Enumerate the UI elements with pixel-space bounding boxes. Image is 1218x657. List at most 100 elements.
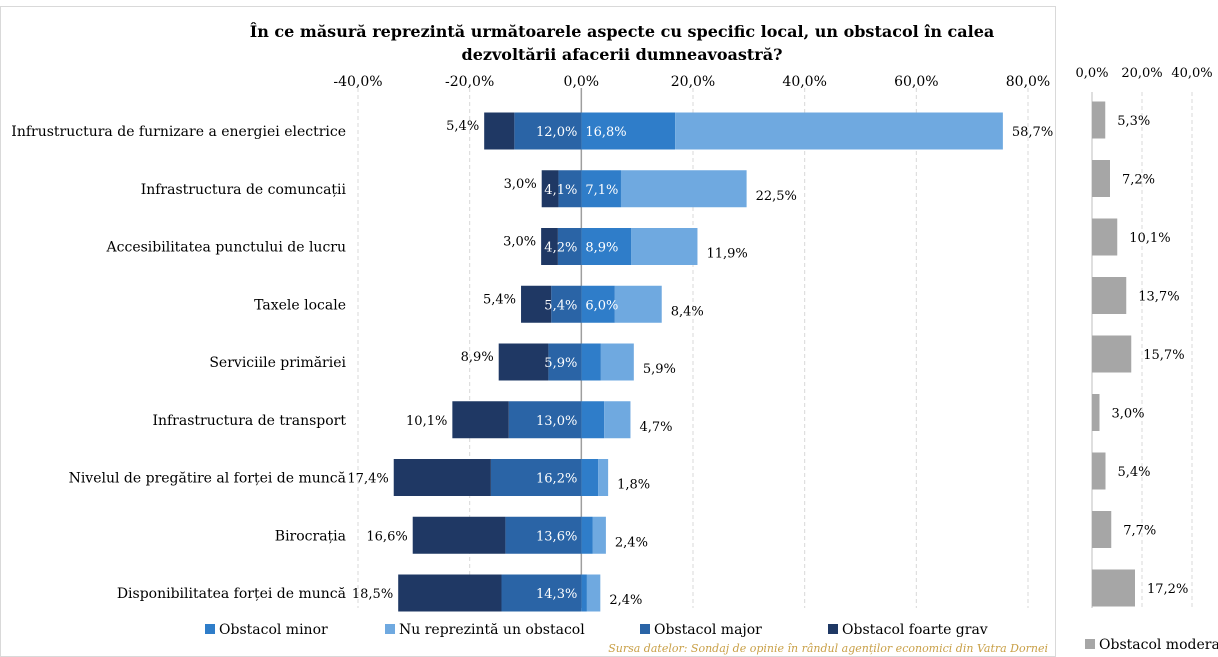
side-x-axis-ticks: 0,0% 20,0% 40,0% [1075, 66, 1212, 81]
bar-obstacol-foarte-grav [452, 401, 509, 439]
data-label-moderat: 3,0% [1112, 407, 1145, 422]
bar-obstacol-major [490, 459, 582, 496]
data-label-none: 4,7% [639, 420, 672, 435]
x-tick-label: -20,0% [445, 74, 494, 90]
data-label-major: 5,9% [544, 356, 577, 371]
legend-label: Nu reprezintă un obstacol [399, 622, 585, 638]
category-label: Infrastructura de comuncații [141, 182, 347, 198]
data-label-foarte-grav: 3,0% [503, 235, 536, 250]
bar-obstacol-major [558, 170, 582, 208]
bar-obstacol-minor [581, 401, 605, 439]
bar-obstacol-minor [581, 228, 632, 265]
category-label: Taxele locale [254, 297, 346, 313]
data-label-minor: 6,0% [585, 298, 618, 313]
bar-obstacol-major [557, 228, 582, 265]
legend-swatch [640, 624, 650, 634]
legend-swatch [385, 624, 395, 634]
side-x-tick-label: 20,0% [1121, 66, 1162, 81]
bar-obstacol-minor [581, 343, 601, 381]
bar-obstacol-foarte-grav [484, 112, 515, 150]
bar-obstacol-moderat [1092, 511, 1112, 548]
bar-obstacol-foarte-grav [521, 285, 552, 323]
x-tick-label: 20,0% [671, 74, 715, 90]
bar-nu-reprezinta-un-obstacol [598, 459, 609, 496]
category-label: Nivelul de pregătire al forței de muncă [69, 471, 346, 487]
data-label-major: 4,2% [544, 241, 577, 256]
data-label-moderat: 13,7% [1138, 290, 1179, 305]
data-label-foarte-grav: 16,6% [366, 529, 407, 544]
bar-obstacol-moderat [1092, 277, 1127, 314]
bar-nu-reprezinta-un-obstacol [675, 112, 1003, 150]
data-label-minor: 7,1% [585, 183, 618, 198]
bar-obstacol-moderat [1092, 160, 1110, 197]
bar-obstacol-major [514, 112, 582, 150]
x-tick-label: 60,0% [894, 74, 938, 90]
side-data-labels: 5,3% 7,2% 10,1% 13,7% 15,7% 3,0% 5,4% 7,7% 17,2% [1112, 114, 1189, 597]
bar-obstacol-moderat [1092, 569, 1135, 607]
legend-swatch [205, 624, 215, 634]
bar-obstacol-foarte-grav [541, 170, 559, 208]
legend-label: Obstacol major [654, 622, 762, 638]
data-label-moderat: 10,1% [1129, 231, 1170, 246]
bar-obstacol-foarte-grav [498, 343, 549, 381]
bar-obstacol-minor [581, 285, 615, 323]
bar-obstacol-minor [581, 170, 621, 208]
bar-obstacol-minor [581, 516, 593, 554]
data-label-none: 22,5% [756, 189, 797, 204]
legend-label: Obstacol foarte grav [842, 622, 988, 638]
category-label: Infrastructura de transport [152, 413, 346, 429]
bar-obstacol-minor [581, 574, 587, 612]
bar-obstacol-foarte-grav [541, 228, 558, 265]
bar-obstacol-moderat [1092, 335, 1132, 373]
bar-nu-reprezinta-un-obstacol [620, 170, 747, 208]
bar-obstacol-moderat [1092, 218, 1118, 256]
data-label-none: 1,8% [617, 478, 650, 493]
category-label: Disponibilitatea forței de muncă [117, 586, 346, 602]
bar-obstacol-major [508, 401, 582, 439]
data-label-major: 5,4% [544, 298, 577, 313]
bar-obstacol-moderat [1092, 452, 1106, 490]
main-data-labels: 16,8% 58,7% 12,0% 5,4% 7,1% 22,5% 4,1% 3,0% 8,9%… [347, 119, 1053, 608]
x-tick-label: 40,0% [782, 74, 826, 90]
legend-label: Obstacol minor [219, 622, 328, 638]
data-label-minor: 16,8% [585, 125, 626, 140]
data-label-foarte-grav: 3,0% [504, 177, 537, 192]
data-label-major: 16,2% [536, 472, 577, 487]
data-label-foarte-grav: 5,4% [446, 119, 479, 134]
data-label-major: 4,1% [544, 183, 577, 198]
side-moderate-chart: 0,0% 20,0% 40,0% 5,3% 7,2% 10,1% 13,7% 15,7% 3,… [1075, 66, 1218, 653]
bar-obstacol-minor [581, 459, 599, 496]
category-label: Infrustructura de furnizare a energiei e… [11, 124, 346, 140]
data-label-moderat: 7,7% [1123, 524, 1156, 539]
data-label-major: 12,0% [536, 125, 577, 140]
data-label-none: 2,4% [609, 593, 642, 608]
bar-obstacol-foarte-grav [398, 574, 502, 612]
data-label-minor: 8,9% [585, 241, 618, 256]
bar-nu-reprezinta-un-obstacol [631, 228, 698, 265]
data-label-major: 13,0% [536, 414, 577, 429]
category-label: Serviciile primăriei [209, 355, 346, 371]
data-label-major: 13,6% [536, 529, 577, 544]
side-x-tick-label: 0,0% [1075, 66, 1108, 81]
bar-obstacol-foarte-grav [412, 516, 506, 554]
main-x-axis-ticks: -40,0% -20,0% 0,0% 20,0% 40,0% 60,0% 80,0% [333, 74, 1050, 90]
main-bars [393, 112, 1003, 612]
bar-obstacol-minor [581, 112, 676, 150]
bar-nu-reprezinta-un-obstacol [586, 574, 601, 612]
data-label-moderat: 5,4% [1118, 465, 1151, 480]
bar-obstacol-major [551, 285, 582, 323]
bar-nu-reprezinta-un-obstacol [614, 285, 662, 323]
category-labels: Infrustructura de furnizare a energiei e… [11, 124, 346, 602]
data-label-moderat: 7,2% [1122, 173, 1155, 188]
side-legend-swatch [1085, 639, 1095, 649]
bar-obstacol-moderat [1092, 394, 1100, 431]
source-note: Sursa datelor: Sondaj de opinie în rându… [608, 642, 1048, 655]
side-bars [1092, 101, 1135, 607]
data-label-foarte-grav: 5,4% [483, 292, 516, 307]
chart-title-line-2: dezvoltării afacerii dumneavoastră? [462, 45, 783, 64]
side-x-tick-label: 40,0% [1171, 66, 1212, 81]
chart-title-line-1: În ce măsură reprezintă următoarele aspe… [250, 21, 995, 41]
data-label-moderat: 15,7% [1143, 348, 1184, 363]
bar-obstacol-moderat [1092, 101, 1106, 139]
